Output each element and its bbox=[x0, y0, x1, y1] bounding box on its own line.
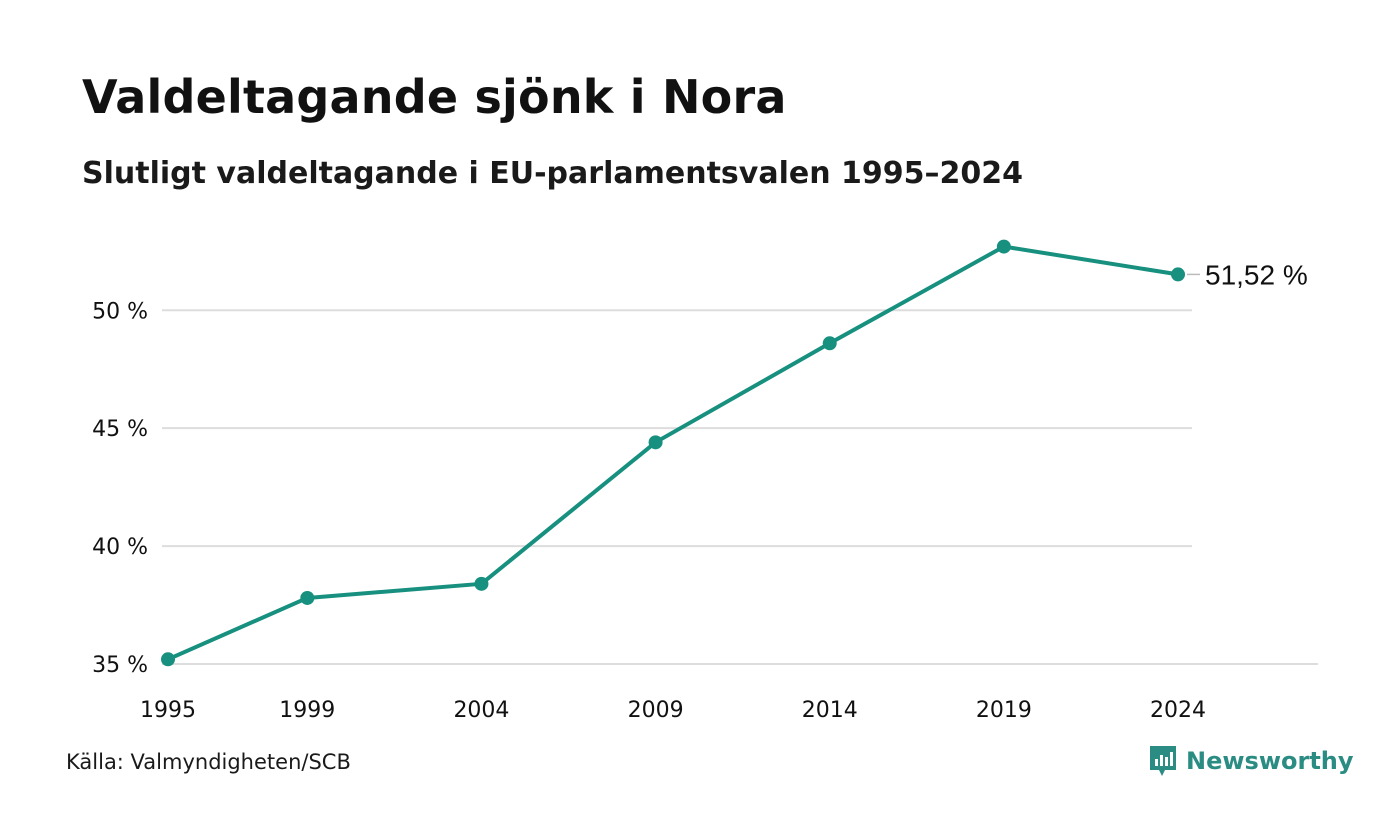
data-point bbox=[822, 336, 837, 351]
x-tick-label: 1999 bbox=[279, 698, 335, 723]
chart-subtitle: Slutligt valdeltagande i EU-parlamentsva… bbox=[82, 156, 1023, 191]
brand-logo: Newsworthy bbox=[1148, 744, 1354, 778]
data-point bbox=[1171, 267, 1185, 282]
x-tick-label: 2019 bbox=[976, 698, 1032, 723]
data-point bbox=[474, 576, 489, 591]
x-tick-label: 1995 bbox=[140, 698, 196, 723]
data-point bbox=[996, 239, 1011, 254]
x-tick-label: 2004 bbox=[453, 698, 509, 723]
x-tick-label: 2014 bbox=[802, 698, 858, 723]
y-tick-label: 35 % bbox=[92, 653, 148, 678]
y-tick-label: 50 % bbox=[92, 299, 148, 324]
end-value-label: 51,52 % bbox=[1205, 259, 1308, 290]
series-line bbox=[166, 244, 1180, 662]
y-tick-label: 45 % bbox=[92, 417, 148, 442]
brand-name: Newsworthy bbox=[1186, 747, 1354, 775]
x-tick-label: 2024 bbox=[1150, 698, 1206, 723]
x-tick-label: 2009 bbox=[628, 698, 684, 723]
chart-title: Valdeltagande sjönk i Nora bbox=[82, 70, 787, 124]
newsworthy-logo-icon bbox=[1150, 746, 1176, 776]
data-point bbox=[161, 652, 175, 667]
line-chart: 35 % 40 % 45 % 50 % 1995 1999 2004 2009 2014 201… bbox=[92, 239, 1318, 723]
y-tick-label: 40 % bbox=[92, 535, 148, 560]
data-point bbox=[648, 435, 663, 450]
data-point bbox=[300, 590, 315, 605]
source-note: Källa: Valmyndigheten/SCB bbox=[66, 750, 351, 774]
